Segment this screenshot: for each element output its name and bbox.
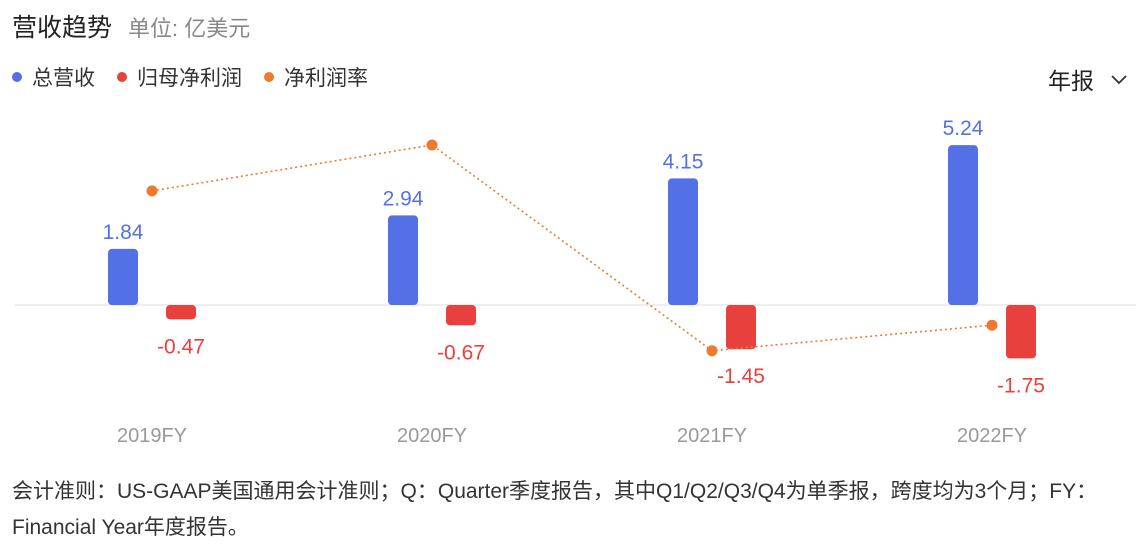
revenue-value-label: 4.15 [663,150,704,173]
net-profit-bar [166,305,196,320]
net-profit-bar [1006,305,1036,359]
net-margin-point [146,185,158,197]
legend-item-revenue[interactable]: 总营收 [12,62,95,92]
revenue-value-label: 5.24 [943,117,984,140]
revenue-value-label: 1.84 [103,221,144,244]
accounting-footnote: 会计准则：US-GAAP美国通用会计准则；Q：Quarter季度报告，其中Q1/… [12,480,1098,539]
chevron-down-icon [1111,75,1127,85]
net-margin-line [151,144,993,352]
x-tick-label: 2022FY [957,425,1027,447]
legend: 总营收 归母净利润 净利润率 [12,62,390,92]
legend-label: 净利润率 [284,67,368,90]
legend-dot-icon [117,72,127,82]
period-selector-label: 年报 [1048,68,1094,94]
legend-label: 总营收 [32,67,95,90]
legend-dot-icon [264,72,274,82]
unit-label: 单位: 亿美元 [128,16,251,41]
legend-dot-icon [12,72,22,82]
revenue-bar [948,145,978,305]
net-profit-value-label: -0.67 [437,341,485,364]
revenue-bar [668,178,698,305]
legend-item-net-profit[interactable]: 归母净利润 [117,62,242,92]
revenue-bar [108,248,138,305]
net-profit-value-label: -0.47 [157,335,205,358]
period-selector[interactable]: 年报 [1048,62,1128,96]
x-tick-label: 2020FY [397,425,467,447]
net-profit-bar [726,305,756,350]
chart-header: 营收趋势 单位: 亿美元 [12,8,250,44]
x-tick-label: 2019FY [117,425,187,447]
net-margin-point [986,319,998,331]
revenue-value-label: 2.94 [383,187,424,210]
net-margin-point [426,139,438,151]
net-profit-bar [446,305,476,326]
revenue-bar [388,215,418,305]
legend-item-net-margin[interactable]: 净利润率 [264,62,368,92]
x-tick-label: 2021FY [677,425,747,447]
net-profit-value-label: -1.45 [717,365,765,388]
chart-title: 营收趋势 [12,14,113,42]
net-profit-value-label: -1.75 [997,374,1045,397]
legend-label: 归母净利润 [137,67,242,90]
net-margin-point [706,345,718,357]
